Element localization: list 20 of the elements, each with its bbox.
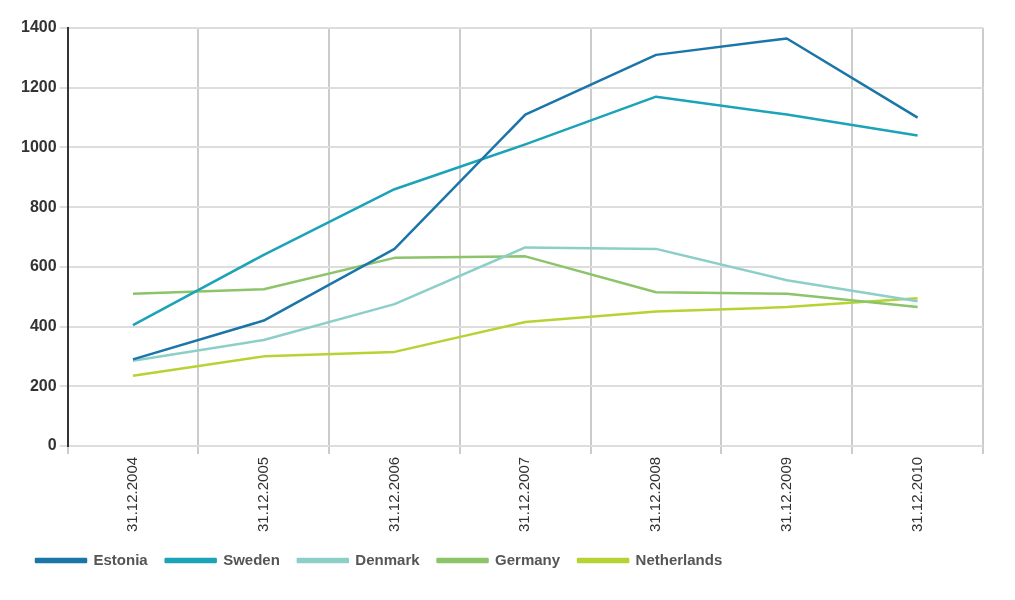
legend-label: Denmark: [355, 550, 421, 568]
x-tick-label: 31.12.2008: [646, 456, 664, 532]
x-tick-label: 31.12.2005: [253, 456, 271, 532]
x-tick-label: 31.12.2006: [384, 456, 402, 532]
legend-label: Estonia: [93, 550, 149, 568]
x-tick-label: 31.12.2010: [907, 456, 925, 532]
x-tick-label: 31.12.2004: [123, 456, 141, 532]
y-tick-label: 1400: [21, 18, 57, 36]
legend-label: Germany: [495, 550, 561, 568]
y-tick-label: 800: [29, 197, 57, 215]
legend-label: Sweden: [223, 550, 280, 568]
x-tick-label: 31.12.2007: [515, 456, 533, 532]
legend-label: Netherlands: [635, 550, 723, 568]
y-tick-label: 1200: [21, 78, 57, 96]
y-tick-label: 0: [47, 436, 57, 454]
y-tick-label: 400: [29, 316, 57, 334]
y-tick-label: 600: [29, 257, 57, 275]
y-tick-label: 1000: [21, 137, 57, 155]
y-tick-label: 200: [29, 376, 57, 394]
x-tick-label: 31.12.2009: [776, 456, 794, 532]
